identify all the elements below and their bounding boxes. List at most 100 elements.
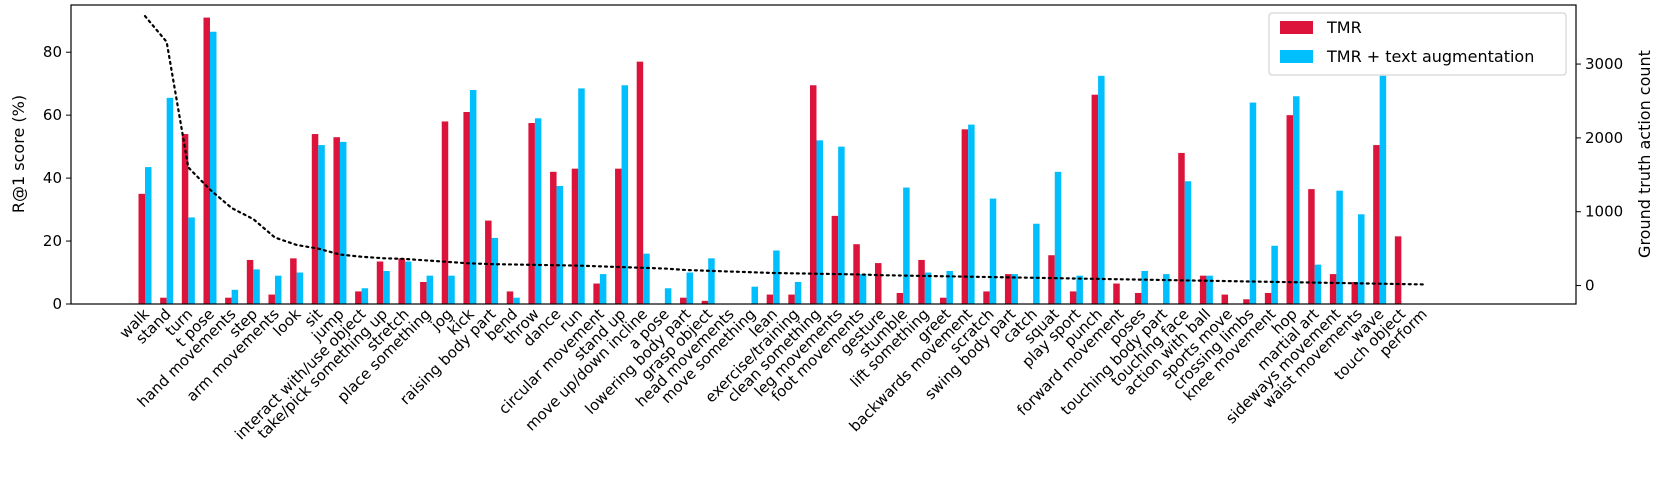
count-line <box>143 14 1425 286</box>
y-axis-label: R@1 score (%) <box>9 95 28 213</box>
bar-tmr-clean-something <box>809 85 817 304</box>
bar-tmr-text-augmentation-martial-art <box>1314 264 1322 304</box>
bar-tmr-lean <box>766 294 774 304</box>
y-right-tick-label: 0 <box>1585 277 1595 295</box>
bar-tmr-walk <box>138 193 145 304</box>
bar-tmr-text-augmentation-waist-movements <box>1358 214 1365 304</box>
bar-tmr-turn <box>181 134 189 304</box>
bar-tmr-exercise-training <box>788 294 795 304</box>
bar-tmr-crossing-limbs <box>1243 299 1250 304</box>
bar-tmr-text-augmentation-stretch <box>404 261 412 304</box>
bar-tmr-text-augmentation-turn <box>188 217 195 304</box>
bar-tmr-jump <box>333 137 340 304</box>
bar-tmr-leg-movements <box>831 215 839 304</box>
left-axis-ticks: 0 20 40 60 80 <box>43 43 71 313</box>
bar-tmr-text-augmentation-stumble <box>903 187 910 304</box>
bar-tmr-backwards-movement <box>961 129 969 304</box>
bar-tmr-text-augmentation-touching-body-part <box>1163 274 1170 304</box>
bar-tmr-place-something <box>420 281 427 304</box>
bar-tmr-text-augmentation-dance <box>556 185 564 304</box>
bar-tmr-greet <box>939 297 947 304</box>
bar-tmr-dance <box>550 171 557 304</box>
bar-tmr-squat <box>1048 255 1055 304</box>
bar-tmr-martial-art <box>1308 189 1315 304</box>
bar-tmr-text-augmentation-bend <box>513 297 520 304</box>
bar-tmr-run <box>571 168 579 304</box>
bar-tmr-text-augmentation-t-pose <box>209 31 217 304</box>
bar-tmr-look <box>290 258 297 304</box>
y-tick-label: 20 <box>43 232 62 250</box>
legend-label-tmr-text-augmentation: TMR + text augmentation <box>1326 47 1534 66</box>
bar-tmr-text-augmentation-move-something <box>751 286 759 304</box>
y-tick-label: 80 <box>43 43 62 61</box>
bar-tmr-forward-movement <box>1113 283 1120 304</box>
bar-tmr-hop <box>1286 115 1294 304</box>
bar-tmr-text-augmentation-a-pose <box>664 288 672 304</box>
bar-tmr-text-augmentation-move-up-down-incline <box>643 253 650 304</box>
bar-tmr-swing-body-part <box>1004 274 1012 304</box>
bar-tmr-stumble <box>896 292 904 304</box>
bar-tmr-text-augmentation-backwards-movement <box>968 124 975 304</box>
bar-tmr-text-augmentation-touching-face <box>1184 181 1192 304</box>
bar-tmr-text-augmentation-lean <box>773 250 780 304</box>
y-right-tick-label: 3000 <box>1585 55 1623 73</box>
bar-tmr-jog <box>441 121 449 304</box>
bar-tmr-text-augmentation-poses <box>1141 270 1148 304</box>
bar-tmr-text-augmentation-knee-movement <box>1271 245 1278 304</box>
bar-tmr-text-augmentation-hop <box>1293 96 1300 305</box>
bar-tmr-stretch <box>398 258 405 304</box>
bar-tmr-text-augmentation-step <box>253 269 260 304</box>
bar-tmr-text-augmentation-look <box>296 272 304 304</box>
bar-tmr-stand <box>160 297 167 304</box>
bar-tmr-text-augmentation-walk <box>145 167 152 304</box>
bar-tmr-text-augmentation-take-pick-something-up <box>383 270 390 304</box>
bar-tmr-text-augmentation-scratch <box>989 198 997 304</box>
bar-tmr-scratch <box>983 291 990 304</box>
bar-tmr-text-augmentation-stand <box>166 97 174 304</box>
bar-tmr-text-augmentation-play-sport <box>1076 275 1083 304</box>
bar-tmr-step <box>246 259 254 304</box>
bar-tmr-text-augmentation-grasp-object <box>708 258 715 304</box>
bar-tmr-text-augmentation-raising-body-part <box>491 237 499 304</box>
bar-tmr-throw <box>528 123 535 304</box>
bar-tmr-waist-movements <box>1351 281 1359 304</box>
bar-tmr-lowering-body-part <box>680 297 687 304</box>
bar-tmr-text-augmentation-stand-up <box>621 85 629 304</box>
bar-tmr-move-up-down-incline <box>636 61 644 305</box>
bar-tmr-text-augmentation-lift-something <box>924 272 932 304</box>
y-right-tick-label: 1000 <box>1585 203 1623 221</box>
bar-tmr-text-augmentation-greet <box>946 270 953 304</box>
legend-swatch-tmr-text-augmentation <box>1280 50 1313 63</box>
bar-tmr-take-pick-something-up <box>376 261 384 304</box>
bar-tmr-sit <box>311 134 319 304</box>
bar-tmr-play-sport <box>1069 291 1077 304</box>
bar-tmr-text-augmentation-sit <box>318 145 325 304</box>
bar-tmr-text-augmentation-wave <box>1379 75 1387 304</box>
bar-tmr-text-augmentation-leg-movements <box>838 146 845 304</box>
y-axis-right-label: Ground truth action count <box>1635 50 1654 258</box>
bar-tmr-text-augmentation-throw <box>534 118 542 304</box>
bar-tmr-t-pose <box>203 17 210 305</box>
bar-tmr-text-augmentation-jog <box>448 275 455 304</box>
legend: TMR TMR + text augmentation <box>1268 12 1567 76</box>
bar-tmr-text-augmentation-clean-something <box>816 140 823 304</box>
legend-label-tmr: TMR <box>1326 18 1362 37</box>
bar-tmr-stand-up <box>615 168 622 304</box>
y-tick-label: 0 <box>52 295 62 313</box>
bar-tmr-wave <box>1373 145 1380 304</box>
bar-tmr-interact-with-use-object <box>355 291 362 304</box>
bar-tmr-raising-body-part <box>485 220 492 304</box>
bar-tmr-text-augmentation-lowering-body-part <box>686 272 694 304</box>
bar-tmr-hand-movements <box>225 297 232 304</box>
legend-box <box>1268 12 1567 76</box>
bar-tmr-text-augmentation-action-with-ball <box>1206 275 1213 304</box>
bar-tmr-text-augmentation-punch <box>1098 75 1105 304</box>
bar-tmr-text-augmentation-exercise-training <box>794 281 802 304</box>
bar-tmr-knee-movement <box>1264 292 1272 304</box>
bars <box>138 17 1402 305</box>
bar-tmr-text-augmentation-swing-body-part <box>1011 274 1018 304</box>
bar-tmr-sideways-movement <box>1329 274 1337 304</box>
bar-tmr-lift-something <box>918 259 925 304</box>
